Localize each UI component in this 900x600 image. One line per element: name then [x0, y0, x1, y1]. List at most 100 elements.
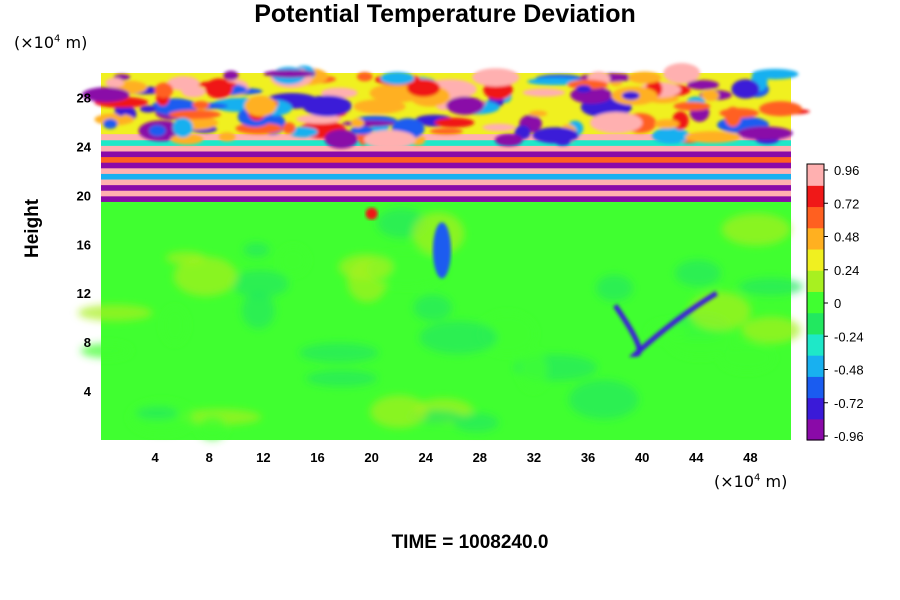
colorbar-segment [807, 333, 824, 356]
y-tick-label: 28 [77, 90, 91, 105]
field-patch [595, 274, 634, 302]
upper-band-blob [296, 114, 342, 124]
time-label: TIME = 1008240.0 [391, 532, 549, 553]
upper-band-stripe [101, 150, 791, 158]
upper-band-blob [324, 129, 358, 149]
colorbar-segment [807, 164, 824, 186]
field-patch [738, 278, 804, 296]
colorbar-tick-label: -0.96 [834, 429, 864, 444]
upper-band-blob [263, 69, 316, 78]
field-patch [241, 292, 275, 330]
upper-band-blob [529, 110, 548, 117]
upper-band-blob [139, 105, 157, 113]
colorbar-segment [807, 248, 824, 271]
upper-band-blob [429, 128, 464, 135]
x-tick-label: 40 [635, 450, 649, 465]
upper-band-blob [673, 101, 711, 111]
upper-band-stripe [101, 162, 791, 169]
upper-band-blob [353, 99, 406, 114]
colorbar-segment [807, 418, 824, 441]
x-tick-label: 32 [527, 450, 541, 465]
upper-band-stripe [101, 190, 791, 197]
field-patch [370, 395, 428, 429]
field-patch [688, 291, 751, 331]
feature-warm-spot [365, 207, 378, 220]
upper-band-blob [446, 96, 485, 115]
x-unit-label: (×104 m) [714, 472, 788, 491]
x-tick-label: 20 [364, 450, 378, 465]
y-unit-label: (×104 m) [14, 33, 88, 52]
upper-band-blob [522, 88, 566, 97]
upper-band-blob [482, 123, 516, 132]
y-tick-label: 20 [77, 188, 91, 203]
feature-cold-hook [613, 291, 718, 357]
upper-band-blob [223, 70, 239, 81]
field-patch [197, 415, 227, 441]
colorbar-tick-label: 0.72 [834, 196, 859, 211]
upper-band-blob [380, 72, 415, 85]
upper-band-blob [167, 76, 200, 91]
upper-band-blob [192, 100, 210, 110]
upper-band-blob [282, 122, 296, 134]
upper-band-blob [652, 127, 690, 144]
upper-band-blob [168, 109, 221, 120]
field-patch [519, 350, 548, 391]
upper-band [82, 63, 810, 202]
upper-band-blob [288, 126, 318, 138]
upper-band-blob [363, 130, 416, 149]
upper-band-blob [103, 118, 118, 129]
field-patch [568, 379, 639, 420]
x-tick-label: 12 [256, 450, 270, 465]
colorbar-tick-label: -0.24 [834, 329, 864, 344]
colorbar-segment [807, 227, 824, 250]
upper-band-stripe [101, 173, 791, 180]
feature-cold-plume [432, 222, 451, 279]
field-patch [338, 253, 393, 281]
upper-band-blob [105, 77, 124, 88]
colorbar-tick-label: -0.72 [834, 396, 864, 411]
x-tick-label: 8 [206, 450, 213, 465]
upper-band-blob [759, 101, 802, 117]
upper-band-blob [731, 79, 760, 99]
field-patch [413, 294, 453, 321]
plot-area [77, 63, 810, 441]
x-tick-label: 44 [689, 450, 704, 465]
colorbar-segment [807, 291, 824, 314]
field-patch [231, 270, 289, 298]
field-patch [419, 320, 498, 355]
upper-band-blob [351, 118, 365, 128]
x-tick-label: 28 [473, 450, 487, 465]
upper-band-blob [350, 125, 374, 135]
upper-band-stripe [101, 195, 791, 202]
upper-band-blob [154, 82, 174, 98]
field-patch [453, 413, 499, 433]
upper-band-blob [148, 124, 166, 137]
field-patch [720, 345, 775, 372]
colorbar-segment [807, 270, 824, 292]
chart-title: Potential Temperature Deviation [254, 0, 636, 28]
upper-band-stripe [101, 179, 791, 186]
field-patch [243, 242, 270, 258]
upper-band-blob [724, 106, 742, 127]
upper-band-stripe [101, 134, 791, 141]
field-patch [674, 259, 722, 287]
y-tick-label: 24 [77, 139, 92, 154]
x-tick-label: 48 [743, 450, 757, 465]
upper-band-blob [701, 89, 720, 102]
y-tick-label: 4 [84, 384, 92, 399]
field-patch [179, 409, 262, 425]
x-tick-label: 36 [581, 450, 595, 465]
upper-band-blob [471, 68, 520, 87]
upper-band-blob [532, 127, 579, 144]
colorbar: 0.96 0.72 0.48 0.24 0 -0.24 -0.48 -0.72 -0.96 [806, 163, 864, 444]
upper-band-stripe [101, 139, 791, 146]
x-tick-label: 16 [310, 450, 324, 465]
upper-band-stripe [101, 184, 791, 191]
upper-band-blob [82, 87, 130, 103]
field-patch [162, 307, 188, 344]
upper-band-blob [589, 112, 643, 134]
field-patch [299, 343, 379, 363]
x-tick-label: 24 [418, 450, 433, 465]
upper-band-blob [621, 91, 640, 101]
